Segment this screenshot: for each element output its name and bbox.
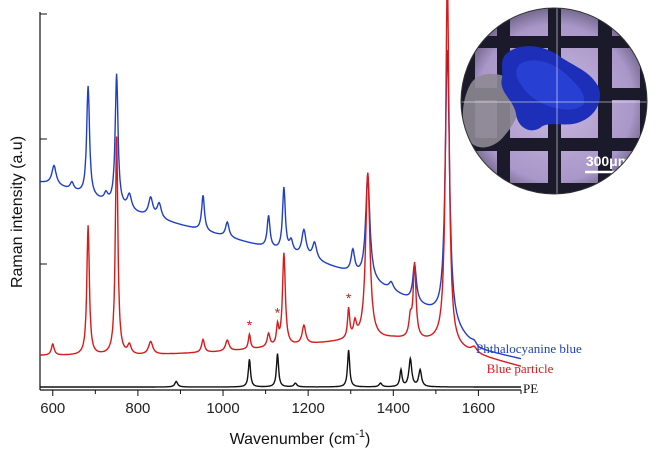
- x-tick-label: 1400: [377, 400, 410, 417]
- peak-star-annotations: * * *: [247, 290, 352, 333]
- peak-star: *: [346, 290, 352, 306]
- series-line-blue-particle: [40, 0, 522, 367]
- inset-scale-label: 300μm: [586, 153, 630, 169]
- microscope-inset-border: [460, 7, 648, 195]
- x-tick-label: 800: [125, 400, 150, 417]
- x-tick-label: 1000: [206, 400, 239, 417]
- x-axis-title-base: Wavenumber (cm: [230, 431, 356, 448]
- x-axis-ticks: 600 800 1000 1200 1400 1600: [40, 390, 522, 417]
- series-label-blue-particle: Blue particle: [487, 361, 554, 376]
- x-axis-title-close: ): [365, 431, 370, 448]
- y-axis-ticks: [40, 13, 47, 391]
- x-tick-label: 1600: [462, 400, 495, 417]
- peak-star: *: [247, 317, 253, 333]
- series-label-pe: PE: [523, 381, 538, 396]
- peak-star: *: [275, 305, 281, 321]
- series-line-pe: [40, 349, 521, 388]
- y-axis-title: Raman intensity (a.u): [9, 136, 26, 288]
- x-tick-label: 600: [40, 400, 65, 417]
- microscope-inset-image: 300μm: [461, 8, 647, 194]
- x-axis-title-superscript: -1: [355, 428, 365, 440]
- series-layer: [40, 0, 522, 388]
- x-tick-label: 1200: [291, 400, 324, 417]
- x-axis-title: Wavenumber (cm-1): [230, 428, 371, 448]
- series-label-phthalocyanine-blue: Phthalocyanine blue: [476, 341, 582, 356]
- series-line-phthalocyanine-blue: [40, 50, 522, 360]
